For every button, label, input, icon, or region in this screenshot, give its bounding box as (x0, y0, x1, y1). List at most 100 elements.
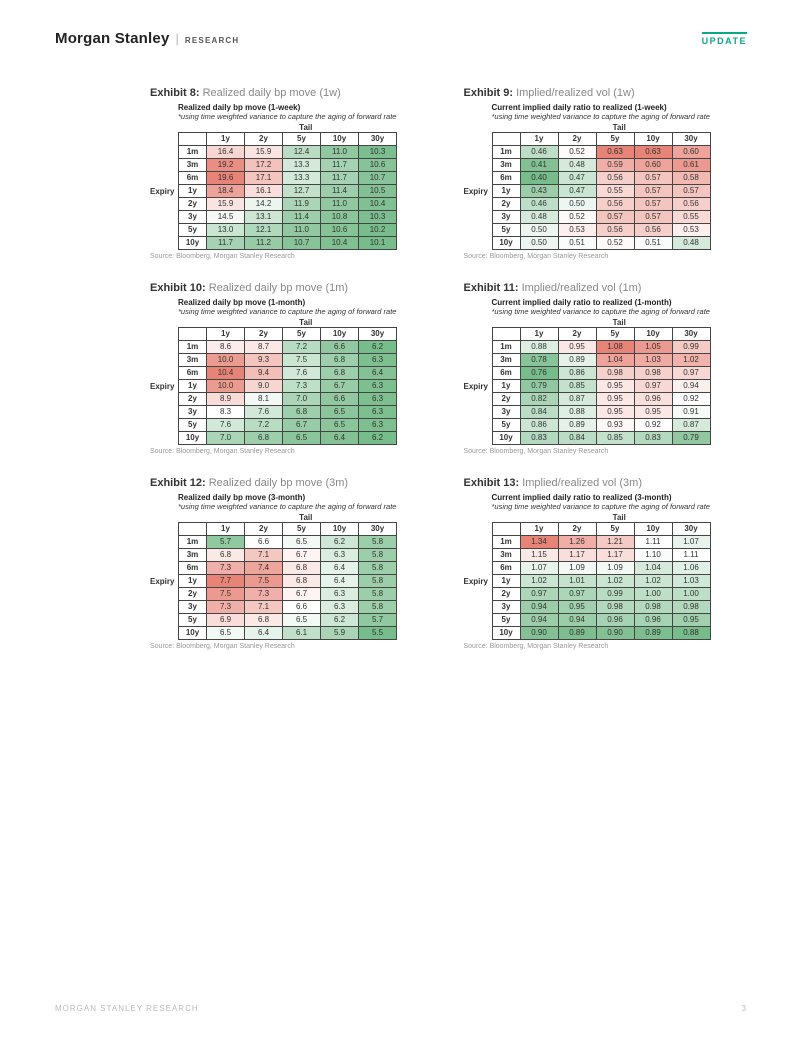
table-row: 2y15.914.211.911.010.4 (179, 198, 397, 211)
exhibit-note: *using time weighted variance to capture… (178, 112, 434, 121)
exhibit-title-text: Realized daily bp move (1w) (203, 87, 341, 99)
table-row: 1y10.09.07.36.76.3 (179, 380, 397, 393)
table-row: 5y0.860.890.930.920.87 (492, 419, 710, 432)
update-badge: UPDATE (702, 32, 747, 46)
cell: 7.3 (207, 562, 245, 575)
cell: 8.7 (245, 341, 283, 354)
cell: 0.63 (634, 146, 672, 159)
cell: 1.07 (672, 536, 710, 549)
table-row: 3m19.217.213.311.710.6 (179, 159, 397, 172)
cell: 7.2 (245, 419, 283, 432)
cell: 1.26 (558, 536, 596, 549)
cell: 6.2 (359, 341, 397, 354)
cell: 10.5 (359, 185, 397, 198)
cell: 7.7 (207, 575, 245, 588)
table-row: 1y0.430.470.550.570.57 (492, 185, 710, 198)
cell: 0.99 (596, 588, 634, 601)
exhibit-subtitle: Realized daily bp move (3-month) (178, 493, 434, 502)
source-text: Source: Bloomberg, Morgan Stanley Resear… (150, 448, 434, 455)
col-header: 2y (245, 523, 283, 536)
research-label: RESEARCH (185, 36, 240, 45)
cell: 13.0 (207, 224, 245, 237)
expiry-label: Expiry (150, 187, 178, 196)
cell: 6.8 (321, 354, 359, 367)
cell: 10.6 (359, 159, 397, 172)
exhibit-title: Exhibit 9: Implied/realized vol (1w) (464, 87, 748, 99)
cell: 6.5 (283, 432, 321, 445)
source-text: Source: Bloomberg, Morgan Stanley Resear… (464, 253, 748, 260)
cell: 0.95 (596, 380, 634, 393)
row-header: 3m (492, 549, 520, 562)
col-header: 30y (359, 328, 397, 341)
cell: 5.9 (321, 627, 359, 640)
row-header: 3m (179, 159, 207, 172)
cell: 0.47 (558, 172, 596, 185)
cell: 0.41 (520, 159, 558, 172)
cell: 6.2 (321, 536, 359, 549)
row-header: 3m (179, 549, 207, 562)
expiry-label: Expiry (464, 577, 492, 586)
cell: 12.1 (245, 224, 283, 237)
table-row: 3m10.09.37.56.86.3 (179, 354, 397, 367)
cell: 0.50 (558, 198, 596, 211)
cell: 11.7 (207, 237, 245, 250)
cell: 0.85 (596, 432, 634, 445)
exhibit-subtitle: Current implied daily ratio to realized … (492, 103, 748, 112)
cell: 10.7 (283, 237, 321, 250)
row-header: 2y (179, 588, 207, 601)
col-header: 1y (207, 523, 245, 536)
cell: 0.56 (634, 224, 672, 237)
cell: 0.95 (558, 341, 596, 354)
cell: 0.57 (634, 211, 672, 224)
row-header: 2y (179, 198, 207, 211)
cell: 7.6 (207, 419, 245, 432)
row-header: 3y (179, 601, 207, 614)
col-header: 30y (672, 133, 710, 146)
col-header: 10y (634, 523, 672, 536)
col-header: 10y (321, 523, 359, 536)
table-row: 10y7.06.86.56.46.2 (179, 432, 397, 445)
cell: 0.89 (558, 419, 596, 432)
cell: 0.46 (520, 198, 558, 211)
cell: 6.8 (283, 575, 321, 588)
cell: 11.4 (283, 211, 321, 224)
cell: 6.5 (321, 406, 359, 419)
col-header: 5y (596, 328, 634, 341)
cell: 0.61 (672, 159, 710, 172)
row-header: 3m (179, 354, 207, 367)
col-header-blank (179, 523, 207, 536)
cell: 11.4 (321, 185, 359, 198)
cell: 12.4 (283, 146, 321, 159)
cell: 0.60 (634, 159, 672, 172)
heatmap-table: 1y2y5y10y30y1m1.341.261.211.111.073m1.15… (492, 522, 711, 640)
row-header: 10y (179, 237, 207, 250)
heatmap-table: 1y2y5y10y30y1m0.880.951.081.050.993m0.78… (492, 327, 711, 445)
cell: 18.4 (207, 185, 245, 198)
row-header: 2y (179, 393, 207, 406)
cell: 0.90 (520, 627, 558, 640)
cell: 0.56 (672, 198, 710, 211)
col-header-blank (492, 523, 520, 536)
cell: 1.09 (596, 562, 634, 575)
expiry-label: Expiry (150, 382, 178, 391)
cell: 1.10 (634, 549, 672, 562)
row-header: 3y (179, 211, 207, 224)
table-row: 2y8.98.17.06.66.3 (179, 393, 397, 406)
cell: 6.5 (283, 536, 321, 549)
table-row: 3y0.840.880.950.950.91 (492, 406, 710, 419)
expiry-label: Expiry (150, 577, 178, 586)
row-header: 6m (179, 172, 207, 185)
col-header: 1y (520, 328, 558, 341)
row-header: 3y (492, 211, 520, 224)
cell: 0.78 (520, 354, 558, 367)
col-header: 1y (520, 523, 558, 536)
cell: 1.03 (672, 575, 710, 588)
table-row: 10y6.56.46.15.95.5 (179, 627, 397, 640)
exhibit-title: Exhibit 12: Realized daily bp move (3m) (150, 477, 434, 489)
cell: 0.56 (596, 172, 634, 185)
cell: 6.4 (321, 432, 359, 445)
cell: 0.95 (634, 406, 672, 419)
source-text: Source: Bloomberg, Morgan Stanley Resear… (464, 448, 748, 455)
cell: 0.48 (520, 211, 558, 224)
cell: 10.6 (321, 224, 359, 237)
